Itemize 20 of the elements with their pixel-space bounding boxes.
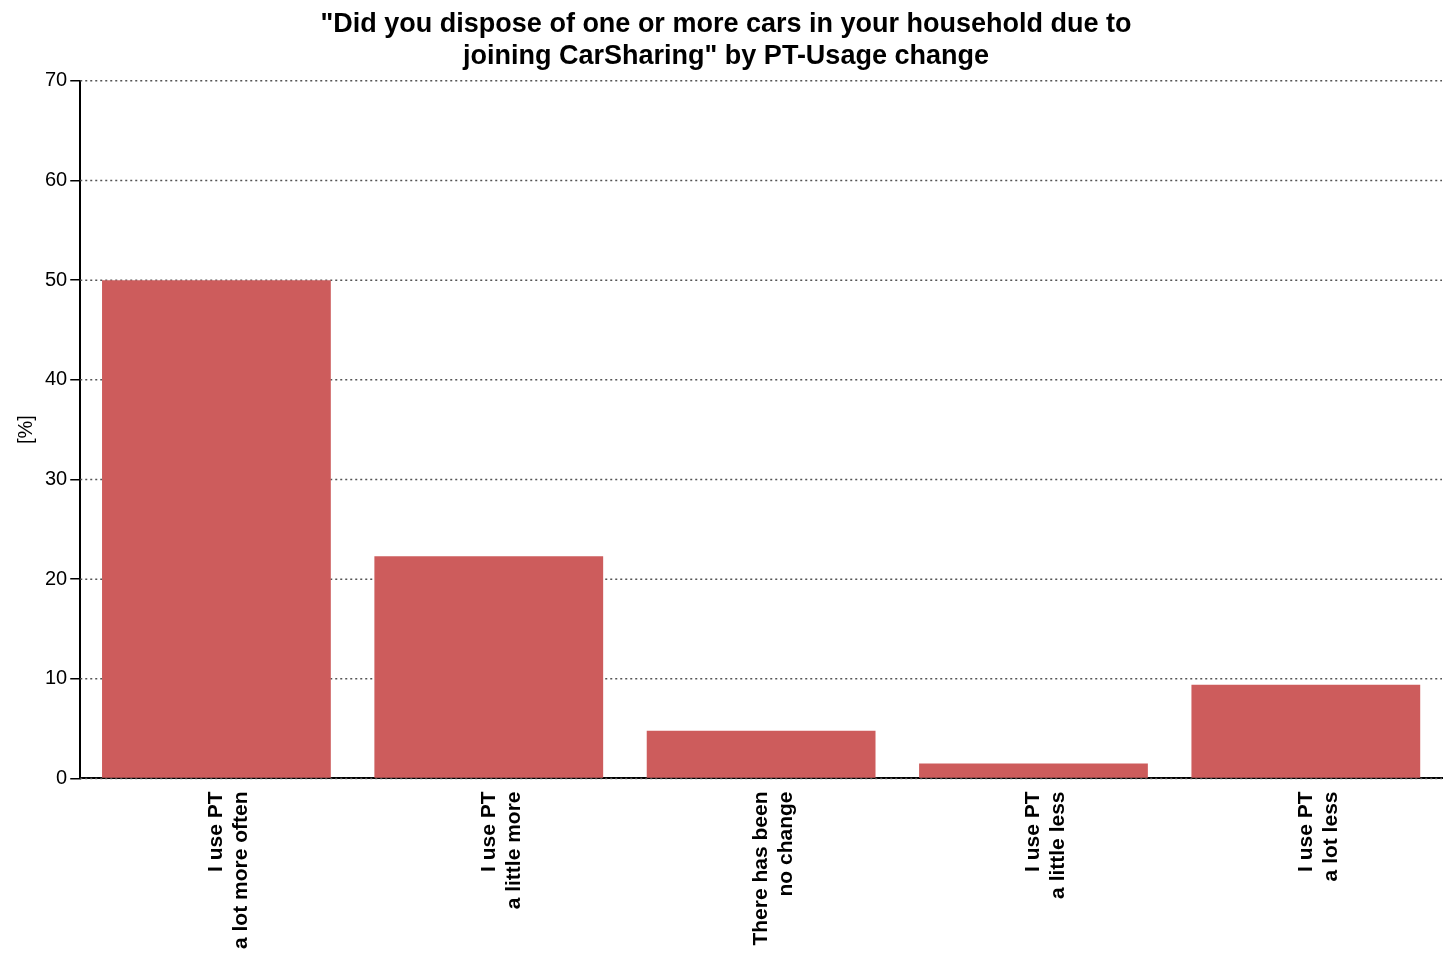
bar	[919, 763, 1148, 778]
x-tick-label: I use PT a little less	[1020, 791, 1069, 899]
y-tick-label: 40	[45, 367, 68, 390]
chart-title: "Did you dispose of one or more cars in your household due to joining CarSharing" by PT-Usage change	[320, 7, 1132, 71]
x-tick-label: I use PT a lot less	[1292, 791, 1341, 882]
y-axis-title: [%]	[13, 415, 36, 445]
y-tick-label: 60	[45, 167, 68, 190]
x-tick-label: I use PT a lot more often	[203, 791, 252, 950]
bar	[102, 280, 331, 778]
y-tick-label: 10	[45, 666, 68, 689]
x-tick-label: There has been no change	[747, 791, 797, 946]
y-tick-label: 70	[45, 68, 68, 91]
x-tick-label: I use PT a little more	[475, 791, 524, 910]
bar	[374, 556, 604, 778]
y-tick-label: 0	[56, 766, 68, 789]
y-tick-label: 50	[45, 267, 68, 290]
y-tick-label: 20	[45, 566, 68, 589]
y-tick-label: 30	[45, 467, 68, 489]
bar	[646, 730, 876, 778]
bar	[1191, 684, 1421, 778]
